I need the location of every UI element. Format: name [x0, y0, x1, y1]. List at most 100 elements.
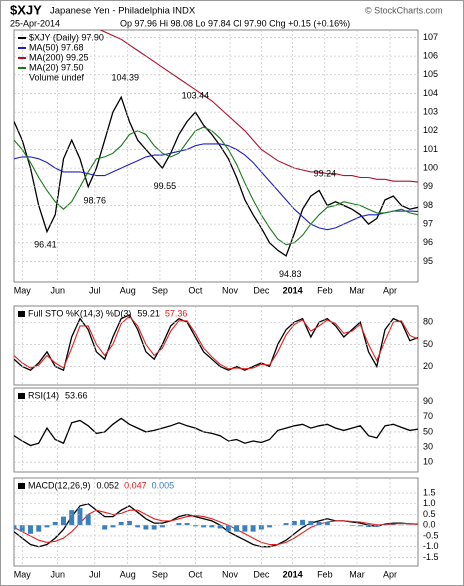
x-tick-label: Jul: [89, 285, 101, 295]
x-tick-label: Oct: [188, 285, 203, 295]
x-tick-label: 2014: [283, 285, 303, 295]
x-tick-label: Nov: [222, 569, 239, 579]
y-tick-label: 0.0: [423, 520, 436, 530]
y-tick-label: 98: [423, 200, 433, 210]
histogram-bar: [14, 525, 17, 530]
price-annotation: 103.44: [182, 90, 210, 100]
x-tick-label: Feb: [317, 285, 333, 295]
histogram-bar: [349, 525, 355, 526]
histogram-bar: [217, 525, 223, 529]
histogram-bar: [36, 525, 42, 532]
histogram-bar: [209, 525, 215, 528]
y-tick-label: 102: [423, 125, 438, 135]
credit: © StockCharts.com: [365, 5, 443, 15]
histogram-bar: [151, 525, 157, 530]
histogram-bar: [242, 525, 248, 532]
x-tick-label: Jun: [50, 285, 65, 295]
series-line: [99, 30, 418, 183]
x-tick-label: 2014: [283, 569, 303, 579]
histogram-bar: [19, 525, 25, 532]
histogram-bar: [234, 525, 240, 532]
histogram-bar: [135, 525, 141, 528]
histogram-bar: [250, 525, 256, 532]
price-annotation: 96.41: [34, 240, 57, 250]
price-annotation: 99.24: [314, 169, 337, 179]
histogram-bar: [126, 520, 132, 526]
histogram-bar: [159, 525, 165, 528]
x-tick-label: Aug: [120, 569, 136, 579]
y-tick-label: -1.0: [423, 541, 439, 551]
legend-swatch: [18, 483, 25, 489]
price-annotation: 98.76: [84, 196, 107, 206]
panel-frame: [13, 477, 419, 567]
histogram-bar: [374, 525, 380, 527]
x-tick-label: Apr: [383, 285, 397, 295]
x-tick-label: Oct: [188, 569, 203, 579]
legend-value: 0.047: [124, 480, 147, 490]
histogram-bar: [192, 525, 198, 527]
histogram-bar: [110, 525, 116, 528]
histogram-bar: [118, 522, 124, 526]
legend-value: 0.052: [97, 480, 120, 490]
y-tick-label: 101: [423, 144, 438, 154]
x-tick-label: Aug: [120, 285, 136, 295]
panel-title: Full STO %K(14,3) %D(3): [28, 308, 131, 318]
x-tick-label: Jun: [50, 569, 65, 579]
histogram-bar: [176, 523, 182, 526]
y-tick-label: -1.5: [423, 552, 439, 562]
legend-value: 0.005: [152, 480, 175, 490]
histogram-bar: [324, 522, 330, 526]
histogram-bar: [77, 508, 83, 526]
series-line: [14, 95, 418, 257]
y-tick-label: -0.5: [423, 530, 439, 540]
x-tick-label: Mar: [349, 285, 365, 295]
histogram-bar: [225, 525, 231, 532]
panel-frame: [13, 387, 419, 473]
instrument-name: Japanese Yen - Philadelphia INDX: [50, 6, 196, 17]
x-tick-label: Mar: [349, 569, 365, 579]
quote: Op 97.96 Hi 98.08 Lo 97.84 Cl 97.90 Chg …: [120, 18, 350, 28]
y-tick-label: 1.5: [423, 487, 436, 497]
histogram-bar: [267, 525, 273, 528]
y-tick-label: 104: [423, 88, 438, 98]
histogram-bar: [44, 525, 50, 528]
legend-entry: $XJY (Daily) 97.90: [29, 32, 104, 42]
histogram-bar: [28, 525, 33, 534]
histogram-bar: [201, 525, 207, 528]
legend-entry: MA(50) 97.68: [29, 42, 84, 52]
y-tick-label: 96: [423, 237, 433, 247]
plot-area: [14, 503, 418, 548]
histogram-bar: [102, 525, 108, 530]
y-tick-label: 100: [423, 163, 438, 173]
histogram-bar: [316, 522, 322, 526]
histogram-bar: [143, 525, 149, 530]
histogram-bar: [85, 514, 91, 526]
y-tick-label: 30: [423, 441, 433, 451]
price-annotation: 94.83: [279, 269, 302, 279]
histogram-bar: [52, 522, 58, 526]
x-tick-label: Jul: [89, 569, 101, 579]
y-tick-label: 90: [423, 396, 433, 406]
legend-entry: MA(200) 99.25: [29, 52, 89, 62]
panel-title: MACD(12,26,9): [28, 480, 91, 490]
x-tick-label: Feb: [317, 569, 333, 579]
price-annotation: 99.55: [154, 181, 177, 191]
panel-frame: [13, 29, 419, 283]
plot-area: [14, 314, 418, 372]
price-annotation: 104.39: [112, 73, 140, 83]
plot-area: [14, 417, 418, 447]
y-tick-label: 105: [423, 69, 438, 79]
y-tick-label: 95: [423, 256, 433, 266]
x-tick-label: Apr: [383, 569, 397, 579]
y-tick-label: 97: [423, 219, 433, 229]
y-tick-label: 80: [423, 317, 433, 327]
histogram-bar: [366, 525, 372, 527]
histogram-bar: [308, 520, 314, 526]
y-tick-label: 20: [423, 361, 433, 371]
x-tick-label: Nov: [222, 285, 239, 295]
legend-entry: MA(20) 97.50: [29, 62, 84, 72]
legend-swatch: [18, 393, 25, 399]
symbol: $XJY: [10, 2, 42, 17]
